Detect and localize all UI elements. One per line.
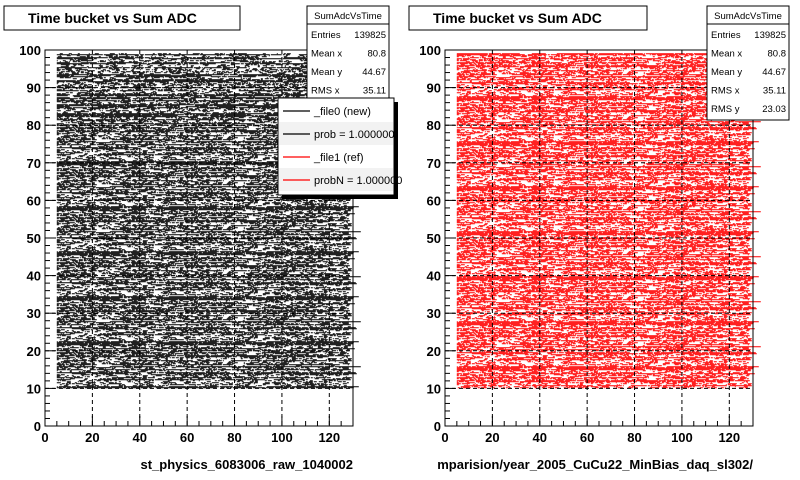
title-box [408,5,648,31]
y-tick-label: 30 [427,306,441,321]
x-tick-label: 80 [627,430,641,445]
x-tick-label: 100 [671,430,693,445]
title-box [3,5,241,31]
y-tick-label: 50 [427,231,441,246]
x-axis-title: st_physics_6083006_raw_1040002 [140,457,353,472]
y-tick-label: 100 [419,43,441,58]
x-tick-label: 40 [533,430,547,445]
stats-name: SumAdcVsTime [314,11,382,22]
stats-frame [706,5,790,121]
y-tick-label: 0 [434,419,441,434]
stats-label: RMS x [311,86,340,97]
legend-row-bg [279,168,393,191]
x-tick-label: 80 [227,430,241,445]
x-tick-label: 20 [485,430,499,445]
y-tick-label: 70 [27,156,41,171]
x-tick-label: 60 [580,430,594,445]
x-tick-label: 40 [133,430,147,445]
stats-value: 35.11 [363,86,386,97]
stats-box: SumAdcVsTime Entries 139825 Mean x 80.8 Mean … [706,5,790,121]
legend-row-bg [279,122,393,145]
y-tick-label: 90 [27,81,41,96]
legend-box: _file0 (new) prob = 1.000000 _file1 (ref) p… [277,97,402,199]
stats-label: Mean x [311,49,342,60]
y-tick-label: 40 [427,269,441,284]
stats-label: Entries [311,30,341,41]
y-tick-label: 60 [27,193,41,208]
stats-label: Mean x [711,49,742,60]
stats-value: 80.8 [368,49,387,60]
stats-name: SumAdcVsTime [714,11,782,22]
y-tick-label: 10 [27,381,41,396]
y-tick-label: 80 [427,118,441,133]
x-tick-label: 120 [718,430,740,445]
legend-label: _file0 (new) [313,106,371,118]
chart-panel-1: 0 20 40 60 80 100 120 0 10 20 30 40 50 60 70 80 90 100 st_… [3,5,402,472]
y-tick-label: 10 [427,381,441,396]
y-tick-label: 50 [27,231,41,246]
legend-label: probN = 1.000000 [314,175,402,187]
y-tick-label: 80 [27,118,41,133]
x-tick-label: 0 [441,430,448,445]
stats-label: RMS x [711,86,740,97]
y-tick-label: 20 [427,344,441,359]
legend-label: prob = 1.000000 [314,129,394,141]
chart-panel-2: 0 20 40 60 80 100 120 0 10 20 30 40 50 60 70 80 90 100 mpa… [408,5,790,472]
chart-title: Time bucket vs Sum ADC [433,10,602,26]
stats-label: Mean y [711,67,742,78]
x-tick-label: 20 [85,430,99,445]
y-tick-label: 60 [427,193,441,208]
stats-label: Mean y [311,67,342,78]
y-tick-label: 30 [27,306,41,321]
y-tick-label: 100 [19,43,41,58]
stats-value: 23.03 [762,104,786,115]
x-tick-label: 100 [271,430,293,445]
stats-label: Entries [711,30,741,41]
stats-value: 35.11 [763,86,786,97]
x-tick-label: 60 [180,430,194,445]
x-axis-title: mparision/year_2005_CuCu22_MinBias_daq_s… [437,457,753,472]
stats-value: 139825 [754,30,786,41]
y-tick-label: 0 [34,419,41,434]
stats-value: 44.67 [362,67,386,78]
stats-value: 80.8 [768,49,787,60]
x-tick-label: 0 [41,430,48,445]
y-tick-label: 20 [27,344,41,359]
chart-title: Time bucket vs Sum ADC [28,10,197,26]
y-tick-label: 70 [427,156,441,171]
stats-value: 44.67 [762,67,786,78]
legend-label: _file1 (ref) [313,152,364,164]
y-tick-label: 90 [427,81,441,96]
stats-label: RMS y [711,104,740,115]
y-tick-label: 40 [27,269,41,284]
x-tick-label: 120 [318,430,340,445]
stats-value: 139825 [354,30,386,41]
